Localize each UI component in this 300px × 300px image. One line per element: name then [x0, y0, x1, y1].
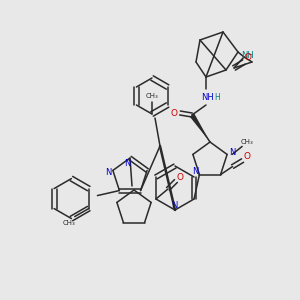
Text: CH₃: CH₃	[62, 220, 75, 226]
Text: N: N	[171, 202, 177, 211]
Text: N: N	[192, 167, 199, 176]
Text: CH₃: CH₃	[241, 140, 254, 146]
Text: O: O	[170, 109, 178, 118]
Text: CH₃: CH₃	[146, 93, 158, 99]
Text: O: O	[176, 172, 183, 182]
Text: N: N	[105, 168, 111, 177]
Text: NH: NH	[202, 92, 214, 101]
Text: O: O	[244, 53, 251, 62]
Polygon shape	[190, 113, 210, 142]
Text: H: H	[214, 94, 220, 103]
Text: N: N	[229, 148, 235, 157]
Text: NH: NH	[242, 50, 254, 59]
Text: N: N	[124, 158, 130, 167]
Text: O: O	[243, 152, 250, 161]
